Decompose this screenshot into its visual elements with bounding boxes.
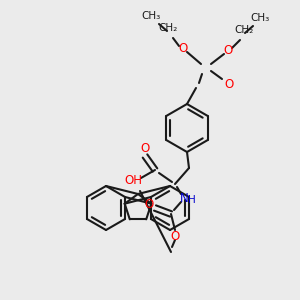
Text: O: O bbox=[178, 43, 188, 56]
Text: CH₃: CH₃ bbox=[250, 13, 270, 23]
Text: O: O bbox=[140, 142, 150, 155]
Text: O: O bbox=[224, 77, 234, 91]
Text: N: N bbox=[180, 191, 188, 205]
Text: CH₂: CH₂ bbox=[158, 23, 178, 33]
Text: OH: OH bbox=[124, 175, 142, 188]
Text: O: O bbox=[224, 44, 232, 58]
Text: CH₃: CH₃ bbox=[141, 11, 160, 21]
Text: H: H bbox=[188, 195, 196, 205]
Text: CH₂: CH₂ bbox=[234, 25, 254, 35]
Text: O: O bbox=[170, 230, 180, 244]
Text: O: O bbox=[144, 197, 154, 211]
